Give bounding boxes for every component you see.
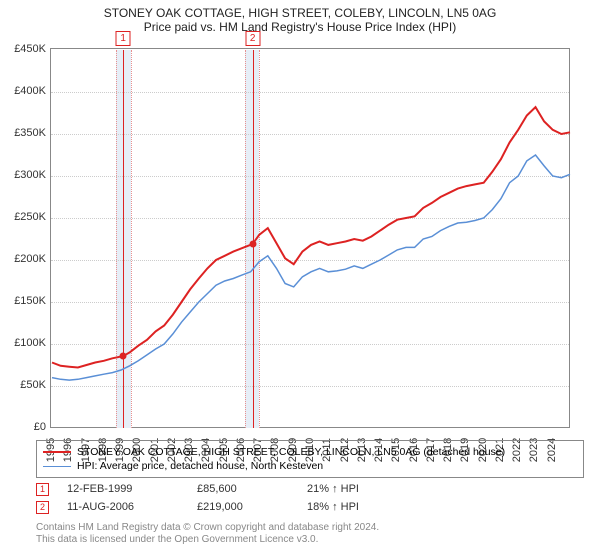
transaction-marker: 1 — [36, 483, 49, 496]
y-tick-label: £50K — [20, 379, 46, 391]
title-line-1: STONEY OAK COTTAGE, HIGH STREET, COLEBY,… — [0, 6, 600, 20]
y-tick-label: £100K — [14, 337, 46, 349]
y-tick-label: £350K — [14, 127, 46, 139]
chart-area: 12 £0£50K£100K£150K£200K£250K£300K£350K£… — [50, 48, 570, 428]
legend-row: STONEY OAK COTTAGE, HIGH STREET, COLEBY,… — [43, 445, 577, 459]
y-tick-label: £0 — [34, 421, 46, 433]
transaction-row: 2 11-AUG-2006£219,00018% ↑ HPI — [36, 498, 427, 516]
transaction-price: £219,000 — [197, 501, 307, 513]
transaction-date: 11-AUG-2006 — [67, 501, 197, 513]
footer-attribution: Contains HM Land Registry data © Crown c… — [36, 522, 379, 546]
sale-marker-box: 2 — [245, 31, 260, 46]
series-subject — [52, 107, 570, 367]
transaction-delta: 18% ↑ HPI — [307, 501, 427, 513]
transaction-date: 12-FEB-1999 — [67, 483, 197, 495]
legend-row: HPI: Average price, detached house, Nort… — [43, 459, 577, 473]
transaction-price: £85,600 — [197, 483, 307, 495]
y-tick-label: £250K — [14, 211, 46, 223]
line-canvas — [51, 49, 571, 429]
sale-point — [249, 241, 256, 248]
legend-label: STONEY OAK COTTAGE, HIGH STREET, COLEBY,… — [77, 446, 505, 458]
title-block: STONEY OAK COTTAGE, HIGH STREET, COLEBY,… — [0, 0, 600, 34]
legend-box: STONEY OAK COTTAGE, HIGH STREET, COLEBY,… — [36, 440, 584, 478]
transaction-marker: 2 — [36, 501, 49, 514]
y-tick-label: £300K — [14, 169, 46, 181]
y-tick-label: £450K — [14, 43, 46, 55]
transaction-table: 1 12-FEB-1999£85,60021% ↑ HPI 2 11-AUG-2006… — [36, 480, 427, 516]
plot-box: 12 — [50, 48, 570, 428]
footer-line-2: This data is licensed under the Open Gov… — [36, 534, 379, 546]
legend-swatch — [43, 466, 71, 467]
transaction-delta: 21% ↑ HPI — [307, 483, 427, 495]
legend-label: HPI: Average price, detached house, Nort… — [77, 460, 323, 472]
legend-swatch — [43, 451, 71, 453]
transaction-row: 1 12-FEB-1999£85,60021% ↑ HPI — [36, 480, 427, 498]
figure-container: STONEY OAK COTTAGE, HIGH STREET, COLEBY,… — [0, 0, 600, 560]
y-tick-label: £200K — [14, 253, 46, 265]
footer-line-1: Contains HM Land Registry data © Crown c… — [36, 522, 379, 534]
series-hpi — [52, 155, 570, 380]
title-line-2: Price paid vs. HM Land Registry's House … — [0, 20, 600, 34]
sale-point — [120, 353, 127, 360]
y-tick-label: £400K — [14, 85, 46, 97]
y-tick-label: £150K — [14, 295, 46, 307]
sale-marker-box: 1 — [116, 31, 131, 46]
